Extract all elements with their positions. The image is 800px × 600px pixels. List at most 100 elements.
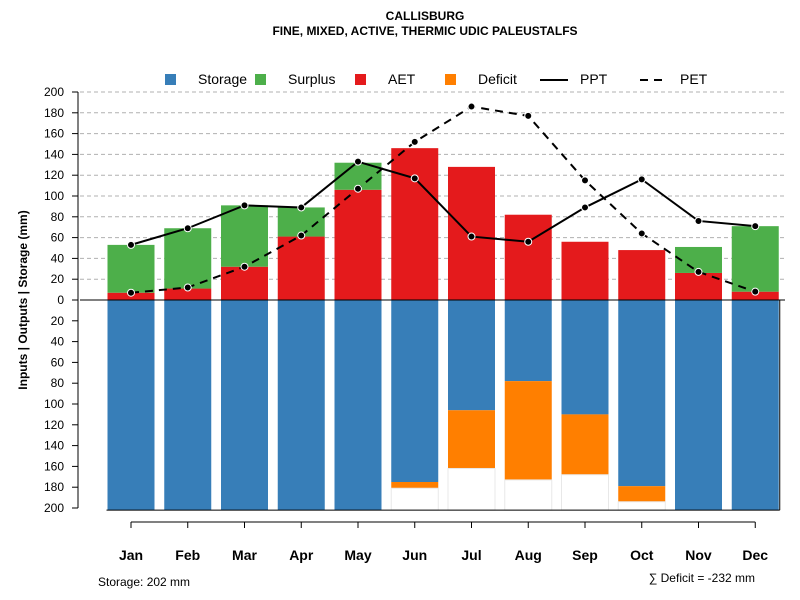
y-tick-label: 20 xyxy=(51,272,65,286)
aet-bar xyxy=(391,148,439,300)
legend-swatch-surplus xyxy=(255,74,266,85)
y-tick-label: 40 xyxy=(51,251,65,265)
x-tick-label: May xyxy=(344,547,371,563)
y-tick-label: 100 xyxy=(44,397,64,411)
surplus-bar xyxy=(731,226,779,292)
pet-point xyxy=(240,262,249,271)
storage-bar xyxy=(561,300,609,415)
ppt-point xyxy=(297,203,306,212)
y-tick-label: 180 xyxy=(44,480,64,494)
y-tick-label: 60 xyxy=(51,355,65,369)
pet-point xyxy=(637,229,646,238)
y-tick-label: 80 xyxy=(51,210,65,224)
deficit-bar xyxy=(561,414,609,475)
legend-label-pet: PET xyxy=(680,71,708,87)
pet-point xyxy=(297,231,306,240)
surplus-bar xyxy=(107,244,155,293)
storage-bar xyxy=(731,300,779,511)
ppt-point xyxy=(581,203,589,212)
pet-point xyxy=(694,267,703,276)
y-tick-label: 160 xyxy=(44,459,64,473)
ppt-line xyxy=(130,160,756,246)
surplus-bar xyxy=(221,205,268,267)
y-tick-label: 120 xyxy=(44,418,64,432)
x-tick-label: Oct xyxy=(630,547,654,563)
aet-bar xyxy=(561,241,609,300)
y-tick-label: 40 xyxy=(51,335,65,349)
ppt-point xyxy=(694,216,703,225)
pet-point xyxy=(354,184,362,193)
storage-bar xyxy=(164,300,212,511)
deficit-bar xyxy=(504,381,552,480)
aet-bar xyxy=(277,236,325,300)
y-tick-label: 100 xyxy=(44,189,64,203)
y-axis: 2001801601401201008060402002040608010012… xyxy=(44,85,79,515)
legend-label-deficit: Deficit xyxy=(478,71,517,87)
ppt-point xyxy=(354,157,362,166)
y-tick-label: 200 xyxy=(44,501,64,515)
x-tick-label: Jul xyxy=(461,547,481,563)
empty-storage-outline xyxy=(561,474,609,511)
x-tick-label: Nov xyxy=(685,547,712,563)
aet-bar xyxy=(618,250,666,300)
legend-label-storage: Storage xyxy=(198,71,247,87)
ppt-point xyxy=(524,237,533,246)
legend-label-surplus: Surplus xyxy=(288,71,335,87)
pet-point xyxy=(751,287,760,296)
storage-bar xyxy=(448,300,495,411)
pet-point xyxy=(410,137,419,146)
storage-bar xyxy=(618,300,666,487)
storage-note: Storage: 202 mm xyxy=(98,575,190,589)
aet-bar xyxy=(334,189,382,300)
x-axis: Jan Feb Mar Apr May Jun Jul Aug Sep Oct Nov Dec xyxy=(119,521,768,563)
empty-storage-outline xyxy=(390,487,439,511)
ppt-point xyxy=(410,174,419,183)
deficit-bar xyxy=(618,486,666,502)
storage-bar xyxy=(675,300,722,511)
legend-swatch-deficit xyxy=(445,74,456,85)
storage-bar xyxy=(504,300,552,382)
legend: Storage Surplus AET Deficit PPT PET xyxy=(165,71,708,87)
deficit-bar xyxy=(448,410,495,469)
legend-label-aet: AET xyxy=(388,71,416,87)
y-tick-label: 80 xyxy=(51,376,65,390)
pet-point xyxy=(524,111,533,120)
storage-bar xyxy=(277,300,325,511)
y-tick-label: 60 xyxy=(51,231,65,245)
deficit-bar xyxy=(391,482,439,489)
empty-storage-outline xyxy=(617,501,666,511)
x-tick-label: Jun xyxy=(402,547,427,563)
ppt-point xyxy=(637,175,646,184)
aet-bar xyxy=(504,214,552,300)
chart-subtitle: FINE, MIXED, ACTIVE, THERMIC UDIC PALEUS… xyxy=(272,24,577,38)
ppt-point xyxy=(467,232,476,241)
empty-storage-outline xyxy=(447,467,496,511)
storage-bar xyxy=(334,300,382,511)
y-tick-label: 180 xyxy=(44,106,64,120)
aet-bar xyxy=(164,288,212,300)
y-tick-label: 160 xyxy=(44,127,64,141)
chart-title: CALLISBURG xyxy=(386,9,465,23)
legend-swatch-aet xyxy=(355,74,366,85)
storage-bar xyxy=(221,300,268,511)
storage-bar xyxy=(391,300,439,482)
x-tick-label: Mar xyxy=(232,547,257,563)
x-tick-label: Apr xyxy=(289,547,314,563)
y-tick-label: 140 xyxy=(44,147,64,161)
ppt-point xyxy=(240,201,249,210)
series-lines xyxy=(127,102,760,297)
x-tick-label: Sep xyxy=(572,547,598,563)
aet-bar xyxy=(731,291,779,300)
pet-point xyxy=(581,176,589,185)
y-tick-label: 0 xyxy=(57,293,64,307)
x-tick-label: Dec xyxy=(742,547,768,563)
empty-storage-outline xyxy=(504,479,553,511)
y-tick-label: 120 xyxy=(44,168,64,182)
y-tick-label: 140 xyxy=(44,439,64,453)
pet-point xyxy=(127,288,135,297)
bars xyxy=(106,148,781,511)
ppt-point xyxy=(751,222,760,231)
ppt-point xyxy=(127,240,135,249)
y-tick-label: 20 xyxy=(51,314,65,328)
